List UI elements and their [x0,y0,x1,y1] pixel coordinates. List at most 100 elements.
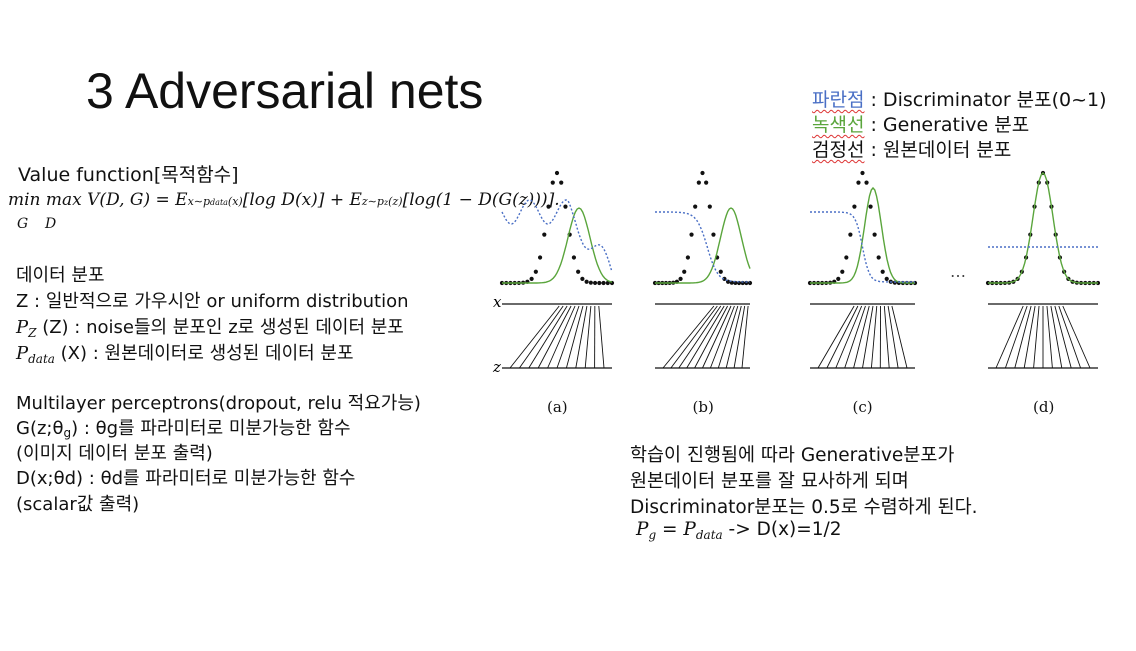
value-function-label: Value function[목적함수] [18,164,239,186]
data-dist-point [868,204,873,209]
eq-pdata: P [683,519,696,540]
mapping-arrow [862,305,874,369]
data-dist-point [718,269,723,274]
formula-mid: [log D(x)] + E [242,190,362,210]
pz-symbol: P [16,317,29,338]
formula-sub1b: data [210,198,228,207]
mlp-line2: G(z;θg) : θg를 파라미터로 미분가능한 함수 [16,414,351,440]
pdata-text: (X) : 원본데이터로 생성된 데이터 분포 [54,343,354,364]
mapping-arrow [844,305,866,369]
mapping-arrow [584,305,592,369]
data-dist-point [747,280,753,286]
mapping-arrow [1046,305,1053,369]
conclusion-line3: Discriminator분포는 0.5로 수렴하게 된다. [630,497,978,518]
mapping-arrow [565,305,584,369]
mapping-arrow [725,305,742,369]
mapping-arrow [870,305,878,369]
data-dist-point [689,232,694,237]
data-dist-heading: 데이터 분포 [16,265,105,286]
value-function-formula: min max V(D, G) = Ex∼pdata(x)[log D(x)] … [8,190,560,210]
mapping-arrow [556,305,580,369]
legend-text-green: : Generative 분포 [864,114,1030,136]
formula-sub2: z∼p [361,195,384,208]
mlp-line1: Multilayer perceptrons(dropout, relu 적요가… [16,393,421,414]
mapping-arrow [528,305,568,369]
data-dist-point [864,180,869,185]
pz-text: (Z) : noise들의 분포인 z로 생성된 데이터 분포 [36,317,404,338]
data-dist-point [700,170,705,176]
legend-key-black: 검정선 [812,139,865,161]
data-dist-point [533,269,538,274]
mapping-arrow [670,305,718,369]
data-dist-point [693,204,698,209]
data-dist-point [601,280,606,286]
mapping-arrow [826,305,859,369]
mapping-arrow [853,305,870,369]
legend-text-black: : 원본데이터 분포 [864,139,1012,161]
panel-label: (a) [547,398,568,416]
mapping-arrow [1062,305,1091,369]
data-dist-pdata: Pdata (X) : 원본데이터로 생성된 데이터 분포 [16,339,354,366]
mapping-arrow [891,305,908,369]
data-dist-point [559,180,564,185]
data-dist-point [554,170,560,176]
panel-1: (b) [652,170,753,416]
mapping-arrow [1004,305,1028,369]
data-dist-point [546,204,551,209]
data-dist-point [678,276,683,281]
formula-under-max: D [45,216,57,232]
mlp-line2-a: G(z;θ [16,418,64,439]
data-dist-point [840,269,845,274]
axis-z-label: z [492,358,501,376]
panel-label: (c) [853,398,873,416]
mapping-arrow [678,305,722,369]
mapping-arrow [817,305,855,369]
data-dist-point [707,204,712,209]
formula-sub2b: z [383,198,389,207]
generative-curve [502,207,613,284]
mapping-arrow [537,305,572,369]
formula-sub2c: (z) [388,195,403,208]
legend-item-blue: 파란점 : Discriminator 분포(0~1) [812,85,1107,112]
data-dist-point [584,279,589,284]
mapping-arrow [547,305,576,369]
mapping-arrow [694,305,728,369]
data-dist-point [696,180,701,185]
eq-mid: = [656,519,684,540]
data-dist-point [856,180,861,185]
conclusion-line2: 원본데이터 분포를 잘 묘사하게 되며 [630,471,909,492]
mapping-arrow [702,305,732,369]
data-dist-point [571,255,577,260]
data-dist-point [550,180,555,185]
formula-sub1: x∼p [187,195,211,208]
conclusion-line1: 학습이 진행됨에 따라 Generative분포가 [630,445,955,466]
mapping-arrow [1023,305,1036,369]
eq-pg-sub: g [648,528,657,542]
legend-item-green: 녹색선 : Generative 분포 [812,110,1029,137]
data-dist-point [880,269,885,274]
mapping-arrow [519,305,564,369]
data-dist-point [576,269,581,274]
legend-key-green: 녹색선 [812,114,865,136]
mapping-arrow [1014,305,1032,369]
mapping-arrow [1033,305,1040,369]
mlp-line4: D(x;θd) : θd를 파라미터로 미분가능한 함수 [16,468,356,489]
pz-sub: Z [28,326,37,340]
mapping-arrow [709,305,735,369]
legend-text-blue: : Discriminator 분포(0~1) [864,89,1107,111]
panel-0: (a) [499,170,615,416]
pdata-sub: data [28,352,55,366]
mapping-arrow [835,305,863,369]
data-dist-point [682,269,687,274]
data-dist-point [860,170,865,176]
ellipsis: … [950,262,966,281]
generative-curve [988,171,1098,284]
mlp-line3: (이미지 데이터 분포 출력) [16,443,213,464]
mapping-arrow [1050,305,1063,369]
data-dist-point [876,255,881,260]
mapping-arrow [686,305,725,369]
mlp-line2-sub: g [63,426,72,440]
formula-main: min max V(D, G) = E [8,190,188,210]
data-dist-point [872,232,877,237]
mapping-arrow [598,305,605,369]
